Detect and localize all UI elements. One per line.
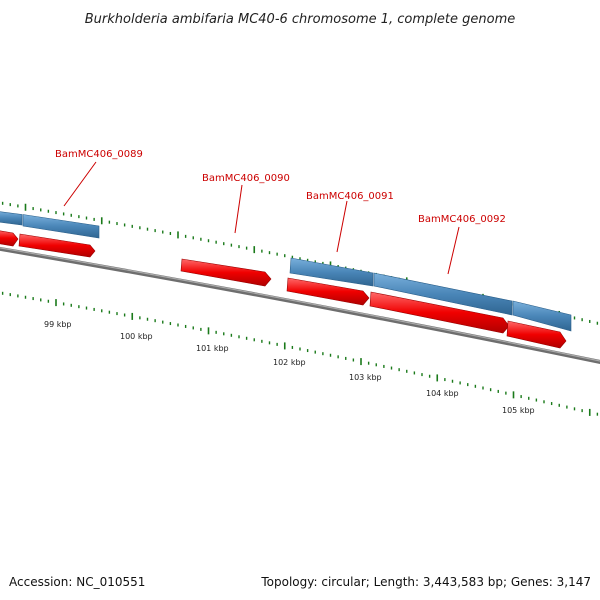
gene-label-0089: BamMC406_0089: [55, 149, 143, 160]
scale-label-100kbp: 100 kbp: [120, 332, 153, 341]
scale-label-103kbp: 103 kbp: [349, 373, 382, 382]
scale-label-104kbp: 104 kbp: [426, 389, 459, 398]
gene-label-leaders: [63, 161, 460, 275]
gene-label-0092: BamMC406_0092: [418, 214, 506, 225]
scale-label-101kbp: 101 kbp: [196, 344, 229, 353]
reverse-strand-features: [0, 230, 567, 349]
genome-backbone: [0, 246, 600, 365]
reverse-gene-arrow: [506, 320, 567, 349]
leader-line: [447, 226, 460, 275]
gene-label-0091: BamMC406_0091: [306, 191, 394, 202]
reverse-gene-arrow: [369, 291, 510, 334]
reverse-gene-arrow: [286, 277, 370, 306]
leader-line: [63, 161, 97, 207]
leader-line: [336, 200, 348, 253]
forward-gene-bar-0091: [289, 257, 374, 287]
genome-summary-text: Topology: circular; Length: 3,443,583 bp…: [260, 575, 591, 589]
forward-gene-bar-0092-b: [512, 300, 572, 332]
scale-label-102kbp: 102 kbp: [273, 358, 306, 367]
gene-label-0090: BamMC406_0090: [202, 173, 290, 184]
map-title: Burkholderia ambifaria MC40-6 chromosome…: [85, 12, 515, 27]
reverse-gene-arrow: [0, 230, 19, 247]
forward-strand-features: [0, 211, 572, 332]
leader-line: [234, 184, 243, 234]
genome-backbone-highlight: [0, 247, 600, 362]
forward-gene-bar: [0, 211, 23, 226]
scale-label-105kbp: 105 kbp: [502, 406, 535, 415]
reverse-gene-arrow: [180, 258, 272, 287]
forward-gene-bar-0092-a: [373, 272, 513, 316]
scale-label-99kbp: 99 kbp: [44, 320, 72, 329]
forward-gene-bar-0089: [22, 214, 100, 239]
scale-tick-ring: [1, 291, 599, 416]
accession-text: Accession: NC_010551: [9, 575, 145, 589]
reverse-gene-arrow: [18, 233, 96, 258]
